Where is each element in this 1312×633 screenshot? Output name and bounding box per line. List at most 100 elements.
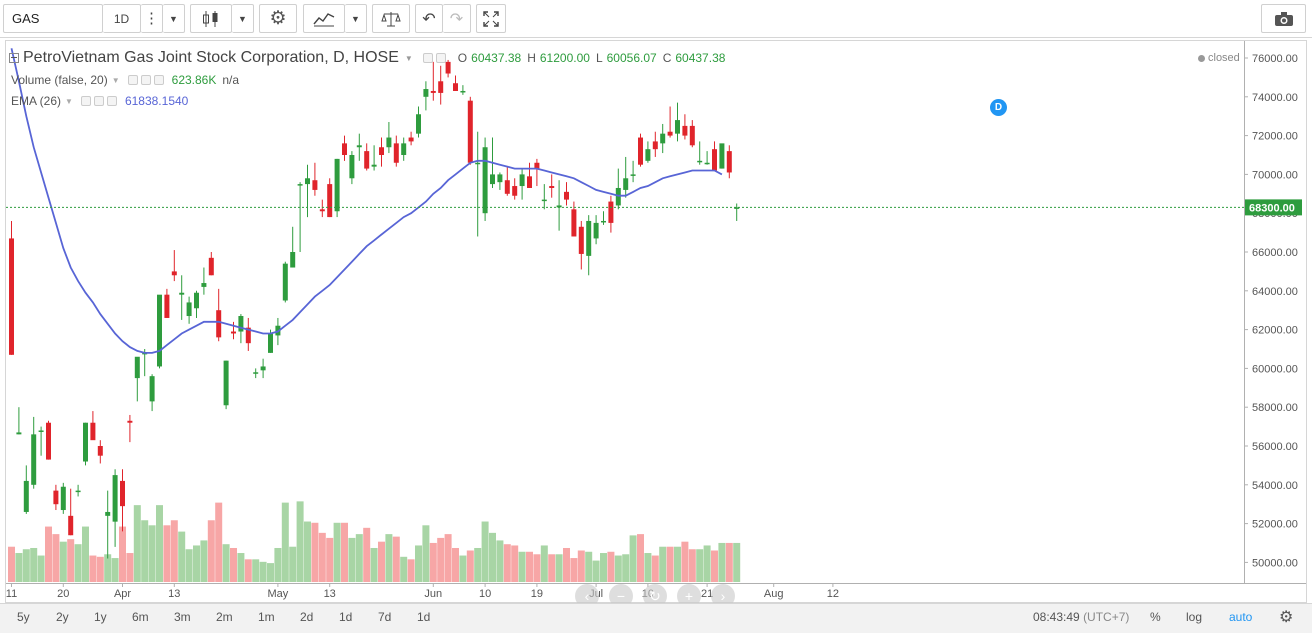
volume-bar: [526, 551, 533, 582]
interval-more-button[interactable]: ⋮: [141, 4, 163, 33]
candle-body: [430, 90, 436, 93]
candle-body: [675, 120, 680, 134]
candle-body: [379, 147, 384, 155]
chevron-right-icon: ›: [720, 588, 726, 604]
volume-bar: [548, 554, 556, 582]
gear-icon: ⚙: [269, 8, 287, 29]
redo-button[interactable]: ↷: [443, 4, 471, 33]
candle-body: [571, 209, 577, 237]
candle-body: [364, 151, 370, 169]
fullscreen-button[interactable]: [476, 4, 506, 33]
h-value: 61200.00: [539, 51, 590, 65]
gear-icon[interactable]: [140, 75, 151, 85]
chart-type-dropdown-button[interactable]: ▼: [232, 4, 254, 33]
candle-body: [586, 220, 592, 256]
undo-button[interactable]: ↶: [415, 4, 443, 33]
range-2m[interactable]: 2m: [216, 610, 233, 624]
market-status: closed: [1198, 52, 1240, 64]
volume-bar: [185, 549, 193, 582]
price-tick-label: 52000.00: [1252, 519, 1298, 531]
eye-icon[interactable]: [422, 53, 433, 63]
indicators-dropdown-button[interactable]: ▼: [345, 4, 367, 33]
collapse-icon[interactable]: [9, 53, 19, 63]
candle-body: [245, 327, 251, 344]
candle-body: [401, 143, 407, 155]
range-7d[interactable]: 7d: [378, 610, 392, 624]
candle-body: [97, 446, 103, 456]
range-1m[interactable]: 1m: [258, 610, 275, 624]
candle-body: [112, 475, 118, 522]
chart-panel[interactable]: 76000.0074000.0072000.0070000.0068000.00…: [5, 40, 1307, 608]
volume-bar: [378, 541, 385, 582]
price-chart[interactable]: 76000.0074000.0072000.0070000.0068000.00…: [6, 41, 1306, 602]
candle-body: [120, 480, 125, 507]
gear-icon[interactable]: [435, 53, 446, 63]
volume-bar: [481, 521, 489, 582]
volume-bar: [674, 546, 681, 582]
candle-body: [356, 145, 362, 148]
gear-icon[interactable]: ⚙: [1279, 609, 1294, 626]
price-tick-label: 56000.00: [1252, 441, 1298, 453]
volume-bar: [281, 502, 289, 582]
candle-body: [534, 162, 540, 169]
percent-toggle[interactable]: %: [1150, 610, 1161, 624]
close-icon[interactable]: [106, 96, 117, 106]
volume-bar: [503, 544, 511, 582]
eye-icon[interactable]: [80, 96, 91, 106]
dividend-marker[interactable]: D: [990, 99, 1007, 116]
snapshot-button[interactable]: [1261, 4, 1306, 33]
gear-icon[interactable]: [93, 96, 104, 106]
symbol-input[interactable]: GAS: [3, 4, 103, 33]
close-icon[interactable]: [153, 75, 164, 85]
chart-type-button[interactable]: [190, 4, 232, 33]
range-1d-intraday[interactable]: 1d: [417, 610, 431, 624]
range-1d[interactable]: 1d: [339, 610, 353, 624]
indicators-button[interactable]: [303, 4, 345, 33]
candle-body: [660, 133, 666, 144]
candle-body: [667, 131, 673, 136]
candle-body: [689, 125, 695, 146]
time-tick-label: 20: [57, 588, 69, 600]
candle-body: [282, 263, 288, 301]
auto-toggle[interactable]: auto: [1229, 610, 1253, 624]
volume-bar: [82, 526, 89, 582]
volume-bar: [563, 547, 570, 582]
price-tick-label: 74000.00: [1252, 92, 1298, 104]
candle-body: [9, 238, 14, 355]
volume-bar: [30, 547, 38, 582]
range-5y[interactable]: 5y: [17, 610, 30, 624]
candle-body: [179, 292, 185, 295]
price-tick-label: 72000.00: [1252, 131, 1298, 143]
chevron-down-icon[interactable]: ▼: [111, 75, 120, 85]
candle-body: [393, 143, 399, 163]
interval-label: 1D: [113, 11, 130, 26]
interval-dropdown-button[interactable]: ▼: [163, 4, 185, 33]
volume-legend: Volume (false, 20) ▼ 623.86K n/a: [11, 73, 239, 87]
chevron-down-icon[interactable]: ▼: [65, 96, 73, 106]
ema-legend: EMA (26) ▼ 61838.1540: [11, 94, 188, 108]
chevron-down-icon[interactable]: ▼: [404, 53, 413, 63]
compare-button[interactable]: [372, 4, 410, 33]
c-value: 60437.38: [675, 51, 726, 65]
volume-bar: [651, 555, 659, 582]
volume-bar: [348, 537, 356, 582]
range-3m[interactable]: 3m: [174, 610, 191, 624]
volume-value: 623.86K: [171, 73, 217, 87]
time-tick-label: Jun: [424, 588, 442, 600]
volume-bar: [74, 544, 82, 582]
eye-icon[interactable]: [127, 75, 138, 85]
volume-bar: [696, 549, 704, 582]
volume-bar: [711, 550, 718, 582]
candle-body: [157, 294, 162, 367]
range-2d[interactable]: 2d: [300, 610, 314, 624]
range-2y[interactable]: 2y: [56, 610, 69, 624]
range-1y[interactable]: 1y: [94, 610, 107, 624]
o-value: 60437.38: [471, 51, 522, 65]
minus-icon: −: [616, 588, 626, 604]
kebab-icon: ⋮: [144, 9, 159, 27]
range-6m[interactable]: 6m: [132, 610, 149, 624]
log-toggle[interactable]: log: [1186, 610, 1203, 624]
interval-button[interactable]: 1D: [103, 4, 141, 33]
settings-button[interactable]: ⚙: [259, 4, 297, 33]
candle-body: [601, 220, 606, 223]
